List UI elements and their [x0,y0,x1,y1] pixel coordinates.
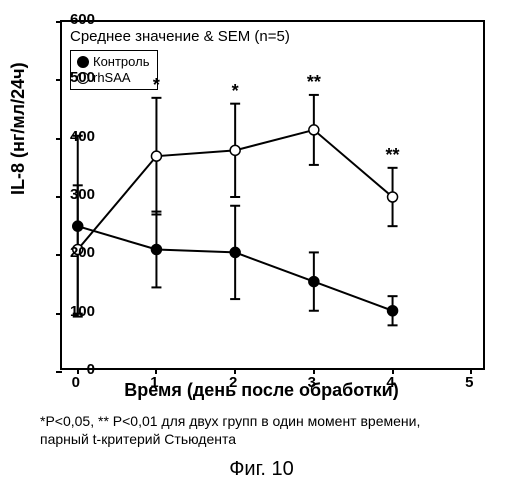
y-tick-label: 100 [57,303,95,320]
x-tick-label: 5 [454,374,484,391]
figure-label: Фиг. 10 [0,458,523,481]
significance-marker: ** [386,145,400,166]
y-tick-label: 300 [57,186,95,203]
significance-marker: * [232,81,239,102]
x-tick-label: 1 [139,374,169,391]
caption: *P<0,05, ** P<0,01 для двух групп в один… [40,412,420,448]
significance-marker: * [153,75,160,96]
x-tick-label: 3 [297,374,327,391]
plot-area: Среднее значение & SEM (n=5) Контроль rh… [60,20,485,370]
x-tick-label: 4 [376,374,406,391]
x-tick-label: 2 [218,374,248,391]
y-tick-label: 500 [57,69,95,86]
caption-line2: парный t-критерий Стьюдента [40,430,420,448]
significance-marker: ** [307,72,321,93]
caption-line1: *P<0,05, ** P<0,01 для двух групп в один… [40,412,420,430]
x-tick-label: 0 [61,374,91,391]
figure-container: IL-8 (нг/мл/24ч) Среднее значение & SEM … [0,0,523,500]
y-tick-label: 400 [57,128,95,145]
y-tick-label: 200 [57,244,95,261]
chart-svg [62,22,487,372]
y-tick-label: 600 [57,11,95,28]
y-axis-label: IL-8 (нг/мл/24ч) [8,62,29,195]
